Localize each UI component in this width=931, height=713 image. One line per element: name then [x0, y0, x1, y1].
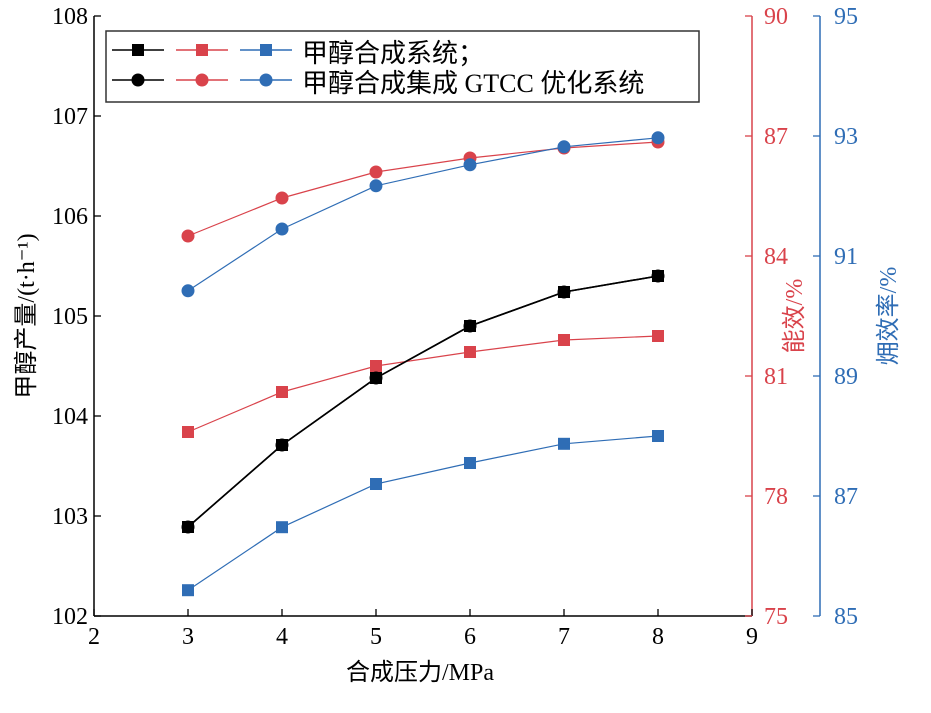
data-point-square: [558, 437, 570, 450]
left-tick-label: 108: [52, 4, 88, 30]
left-tick-label: 106: [52, 204, 88, 230]
data-point-circle: [463, 158, 477, 172]
right1-tick-label: 78: [764, 484, 788, 510]
data-point-square: [652, 330, 664, 342]
data-point-square: [464, 346, 476, 358]
axes: 2 3 4 5 6 7 8 910210310410510610710875788184879…: [52, 4, 858, 650]
right2-tick-label: 87: [834, 484, 858, 510]
right2-tick-label: 95: [834, 4, 858, 30]
legend-circle-marker: [195, 73, 209, 87]
data-point-circle: [651, 131, 665, 145]
data-point-square: [652, 430, 664, 442]
legend-circle-marker: [131, 73, 145, 87]
x-tick-label: 8: [652, 624, 664, 650]
data-point-square: [370, 360, 382, 372]
right1-tick-label: 75: [764, 604, 788, 630]
data-point-circle: [181, 284, 195, 298]
legend-square-marker: [196, 44, 208, 56]
right1-axis-label: 能效/%: [781, 279, 808, 354]
right2-tick-label: 85: [834, 604, 858, 630]
legend-label-0: 甲醇合成系统；: [302, 39, 484, 68]
left-tick-label: 103: [52, 504, 88, 530]
data-point-circle: [463, 319, 477, 333]
left-axis-label: 甲醇产量/(t·h⁻¹): [13, 233, 40, 398]
data-point-circle: [181, 520, 195, 534]
x-tick-label: 2: [88, 624, 100, 650]
x-tick-label: 4: [276, 624, 288, 650]
data-point-square: [182, 426, 194, 438]
data-point-square: [370, 478, 382, 490]
data-point-circle: [369, 179, 383, 193]
data-point-square: [182, 584, 194, 597]
data-point-square: [558, 334, 570, 346]
x-axis-label: 合成压力/MPa: [346, 659, 494, 686]
series-line-5: [187, 137, 659, 292]
left-tick-label: 105: [52, 304, 88, 330]
legend: 甲醇合成系统； 甲醇合成集成 GTCC 优化系统: [105, 30, 700, 103]
series-line-3: [187, 275, 659, 528]
series-line-4: [187, 141, 659, 237]
data-point-circle: [181, 229, 195, 243]
data-point-circle: [275, 191, 289, 205]
series-line-2: [187, 435, 659, 591]
data-point-square: [276, 521, 288, 534]
legend-box: [105, 30, 700, 103]
x-tick-label: 9: [746, 624, 758, 650]
right1-tick-label: 84: [764, 244, 788, 270]
x-tick-label: 7: [558, 624, 570, 650]
left-tick-label: 104: [52, 404, 88, 430]
data-point-circle: [275, 438, 289, 452]
legend-square-marker: [260, 44, 272, 56]
left-tick-label: 102: [52, 604, 88, 630]
right1-tick-label: 90: [764, 4, 788, 30]
right2-tick-label: 93: [834, 124, 858, 150]
legend-label-1: 甲醇合成集成 GTCC 优化系统: [302, 69, 644, 98]
x-tick-label: 6: [464, 624, 476, 650]
series-line-1: [187, 335, 659, 433]
data-point-circle: [275, 222, 289, 236]
data-point-square: [276, 386, 288, 398]
data-point-square: [464, 457, 476, 469]
data-point-circle: [557, 140, 571, 154]
data-point-circle: [369, 371, 383, 385]
right1-tick-label: 81: [764, 364, 788, 390]
right2-tick-label: 89: [834, 364, 858, 390]
data-point-circle: [651, 269, 665, 283]
series-layer: [181, 131, 665, 597]
data-point-circle: [369, 165, 383, 179]
right2-axis-label: 㶲效率/%: [875, 267, 902, 366]
left-tick-label: 107: [52, 104, 88, 130]
legend-square-marker: [132, 44, 144, 56]
right2-tick-label: 91: [834, 244, 858, 270]
legend-circle-marker: [259, 73, 273, 87]
x-tick-label: 5: [370, 624, 382, 650]
x-tick-label: 3: [182, 624, 194, 650]
right1-tick-label: 87: [764, 124, 788, 150]
data-point-circle: [557, 285, 571, 299]
